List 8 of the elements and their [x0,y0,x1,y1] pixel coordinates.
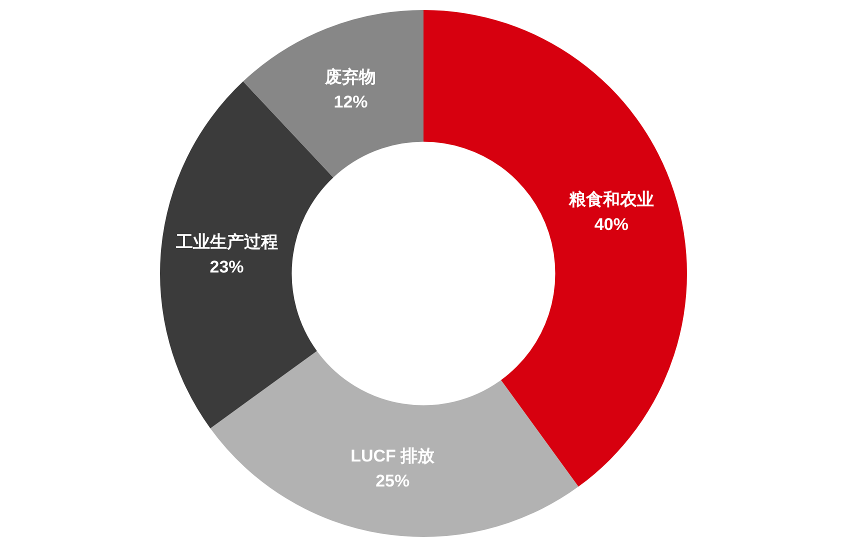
data-label: 40% [594,215,628,234]
slice-label: 工业生产过程 [174,232,278,252]
slice-label: 粮食和农业 [568,190,654,210]
slice-label: LUCF 排放 [350,446,436,466]
data-label: 25% [376,471,410,490]
data-label: 23% [210,258,244,277]
data-label: 12% [334,92,368,112]
slice-label: 废弃物 [324,66,376,86]
